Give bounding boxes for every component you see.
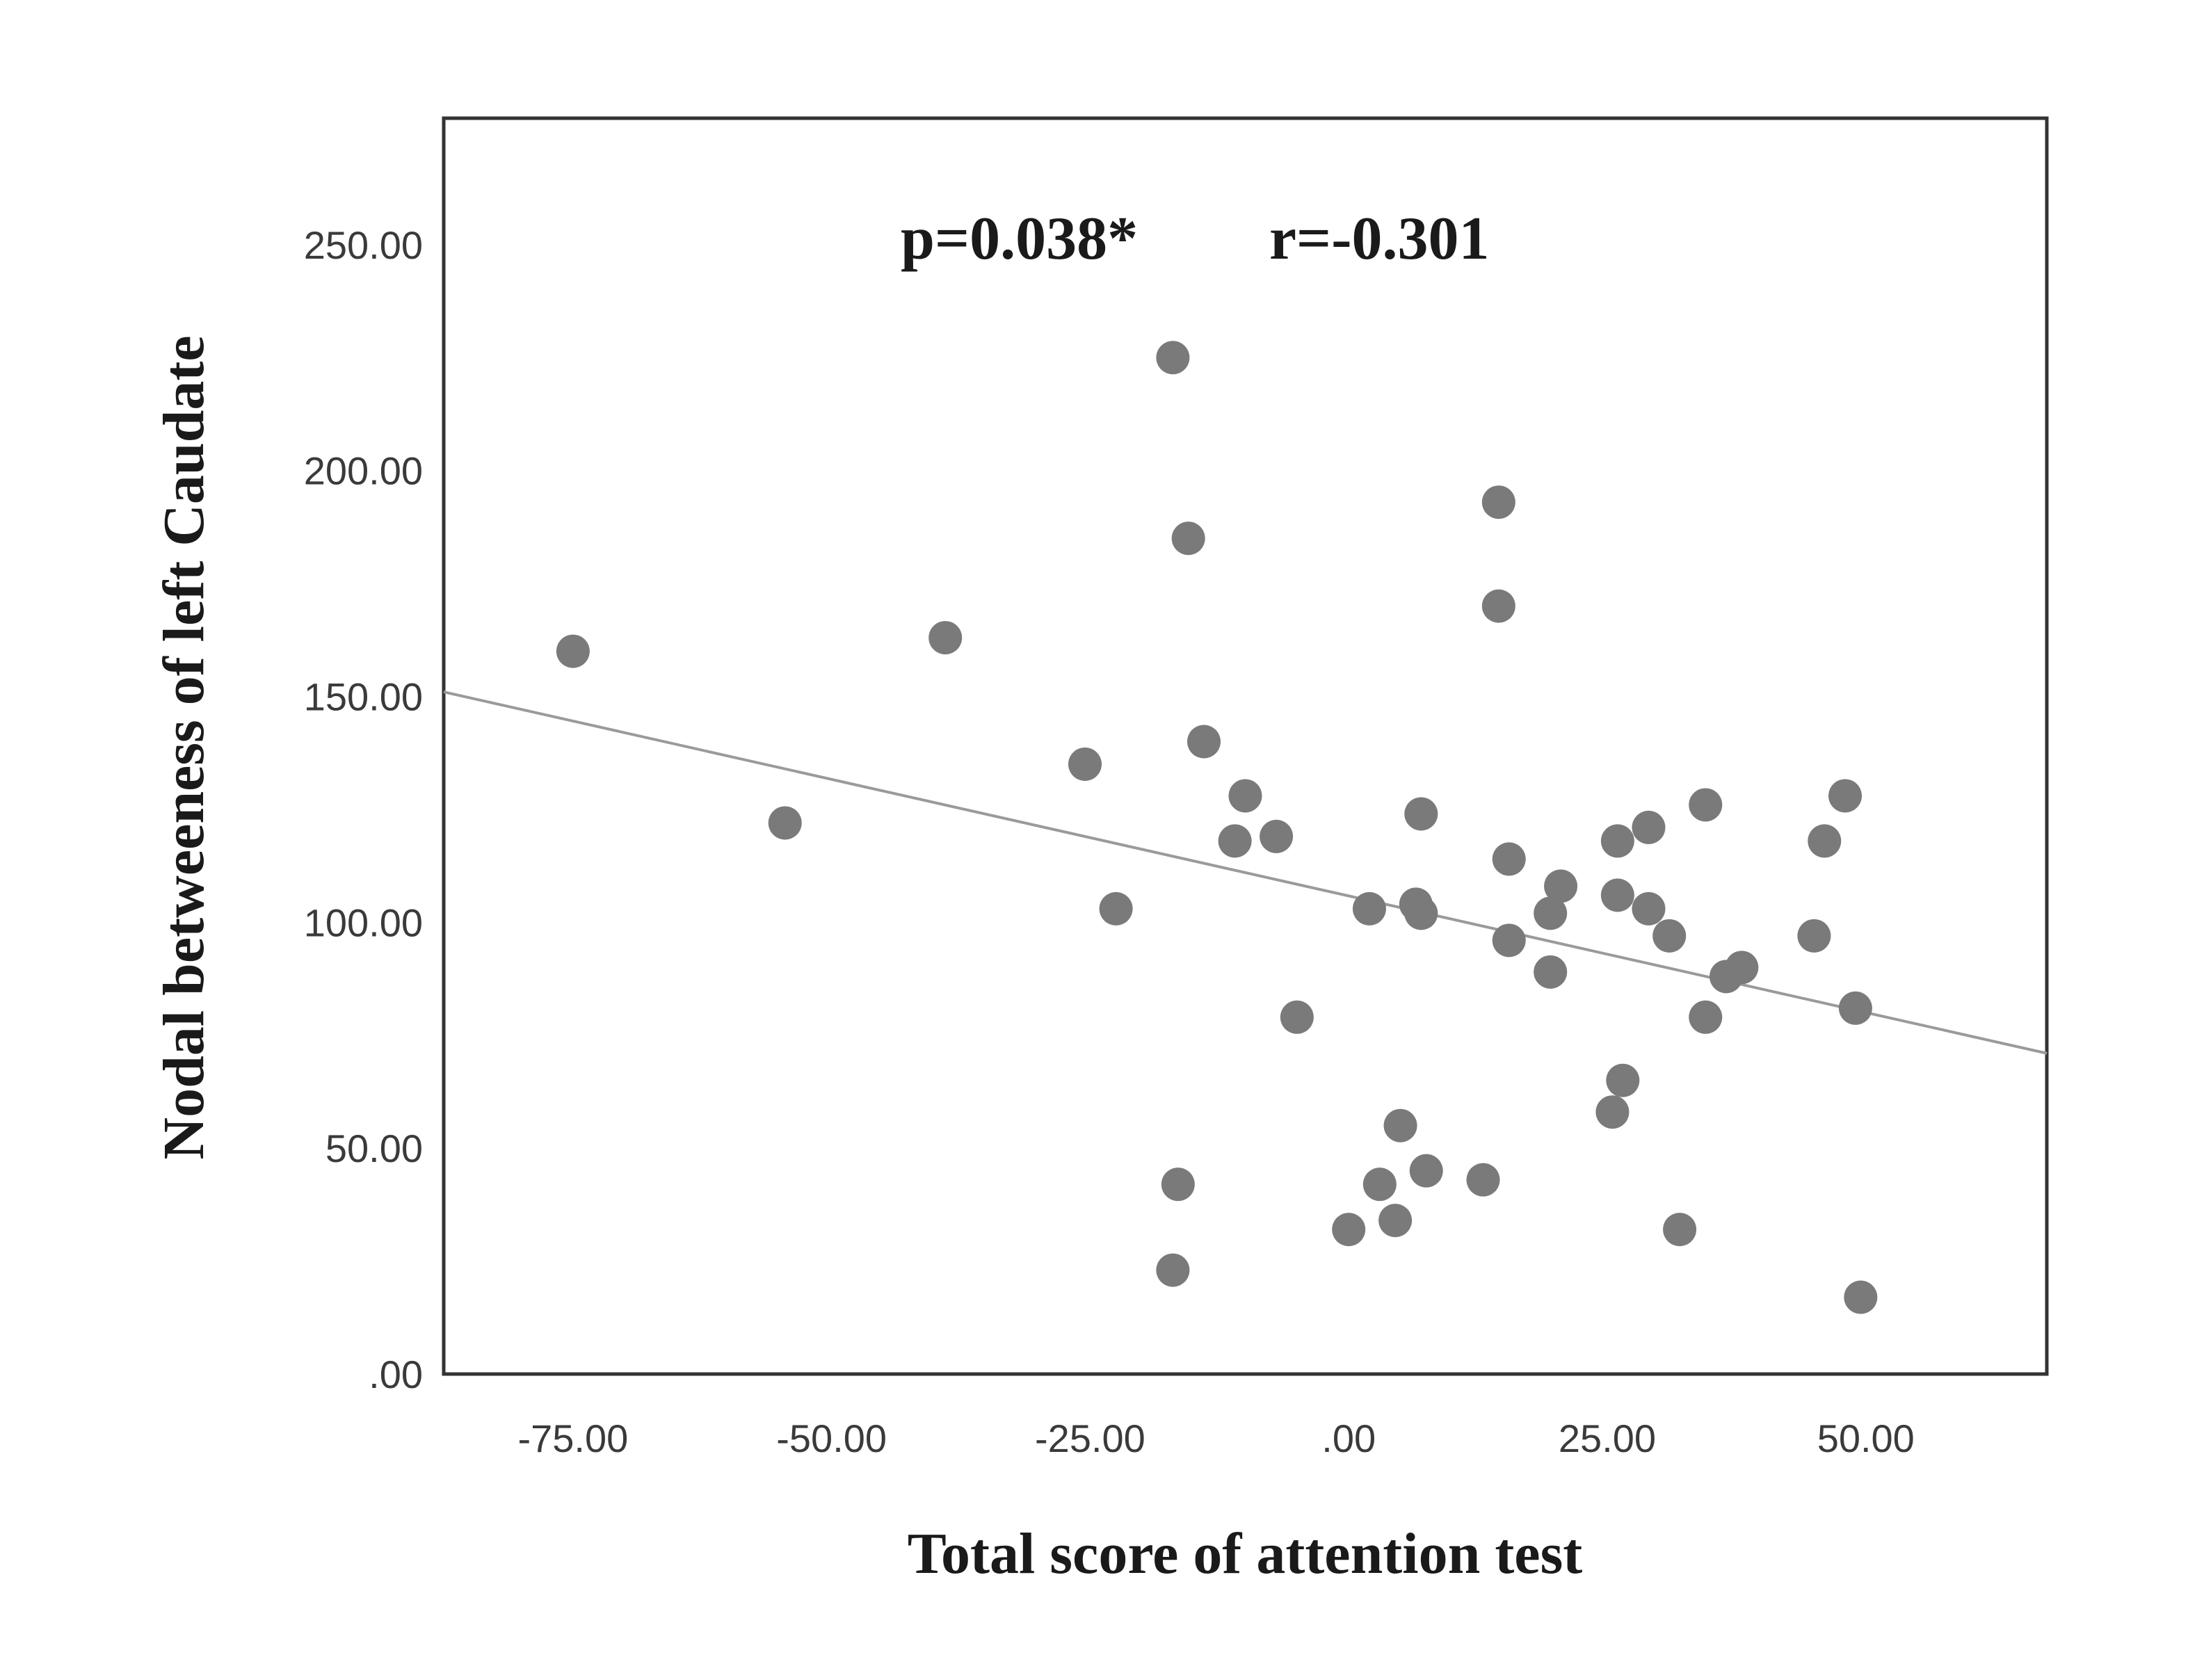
r-value-annotation: r=-0.301 [1269,205,1490,273]
regression-line [443,690,2048,1055]
y-axis-title: Nodal betweeness of left Caudate [152,335,216,1159]
data-point-16 [1404,896,1438,930]
data-point-2 [928,621,963,655]
data-point-17 [1404,797,1438,831]
data-point-46 [1838,991,1872,1025]
data-point-29 [1544,869,1578,903]
data-point-14 [1352,891,1386,926]
data-point-42 [1663,1213,1697,1247]
data-point-12 [1161,1168,1195,1202]
data-point-11 [1280,1000,1314,1034]
plot-frame [442,116,2049,1376]
points-layer [556,341,1878,1314]
x-tick-label: -50.00 [776,1416,887,1460]
x-tick-label: .00 [1321,1416,1376,1460]
data-point-41 [1725,951,1759,985]
data-point-30 [1534,955,1568,989]
data-point-23 [1481,485,1515,519]
data-point-24 [1481,589,1515,623]
y-tick-label: 200.00 [304,449,423,493]
data-point-27 [1466,1163,1500,1197]
data-point-3 [1068,747,1102,781]
x-axis-title: Total score of attention test [908,1521,1583,1586]
data-point-8 [1228,779,1262,813]
data-point-43 [1797,919,1831,953]
x-tick-label: 25.00 [1559,1416,1656,1460]
data-point-4 [1099,891,1133,926]
data-point-26 [1492,923,1526,958]
data-point-39 [1689,1000,1723,1034]
data-point-37 [1606,1063,1640,1097]
data-point-5 [1156,341,1190,375]
data-point-9 [1218,824,1252,858]
data-point-21 [1378,1204,1413,1238]
y-tick-label: 150.00 [304,675,423,719]
data-point-44 [1808,824,1842,858]
data-point-0 [556,634,590,668]
data-point-36 [1689,788,1723,822]
x-tick-label: -75.00 [517,1416,628,1460]
data-point-31 [1600,824,1634,858]
data-point-22 [1332,1213,1366,1247]
x-tick-label: 50.00 [1817,1416,1915,1460]
data-point-18 [1383,1108,1417,1142]
data-point-32 [1632,810,1666,844]
data-point-10 [1260,819,1294,853]
data-point-20 [1409,1154,1443,1188]
y-axis: .00 50.00 100.00 150.00 200.00 250.00 [304,223,423,1396]
data-point-19 [1362,1168,1397,1202]
data-point-47 [1844,1280,1878,1314]
data-point-34 [1632,891,1666,926]
data-point-35 [1652,919,1687,953]
data-point-28 [1534,896,1568,930]
y-tick-label: 250.00 [304,223,423,267]
x-tick-label: -25.00 [1035,1416,1145,1460]
data-point-6 [1171,522,1205,556]
y-tick-label: 100.00 [304,900,423,944]
data-point-33 [1600,878,1634,912]
fit-line-layer [443,690,2048,1055]
y-tick-label: .00 [369,1352,423,1396]
data-point-13 [1156,1253,1190,1287]
y-tick-label: 50.00 [325,1126,423,1170]
data-point-45 [1828,779,1863,813]
data-point-7 [1187,725,1221,759]
data-point-25 [1492,842,1526,876]
x-axis: -75.00 -50.00 -25.00 .00 25.00 50.00 [517,1416,1914,1460]
data-point-1 [768,806,802,840]
p-value-annotation: p=0.038* [901,205,1138,273]
data-point-38 [1595,1095,1630,1129]
